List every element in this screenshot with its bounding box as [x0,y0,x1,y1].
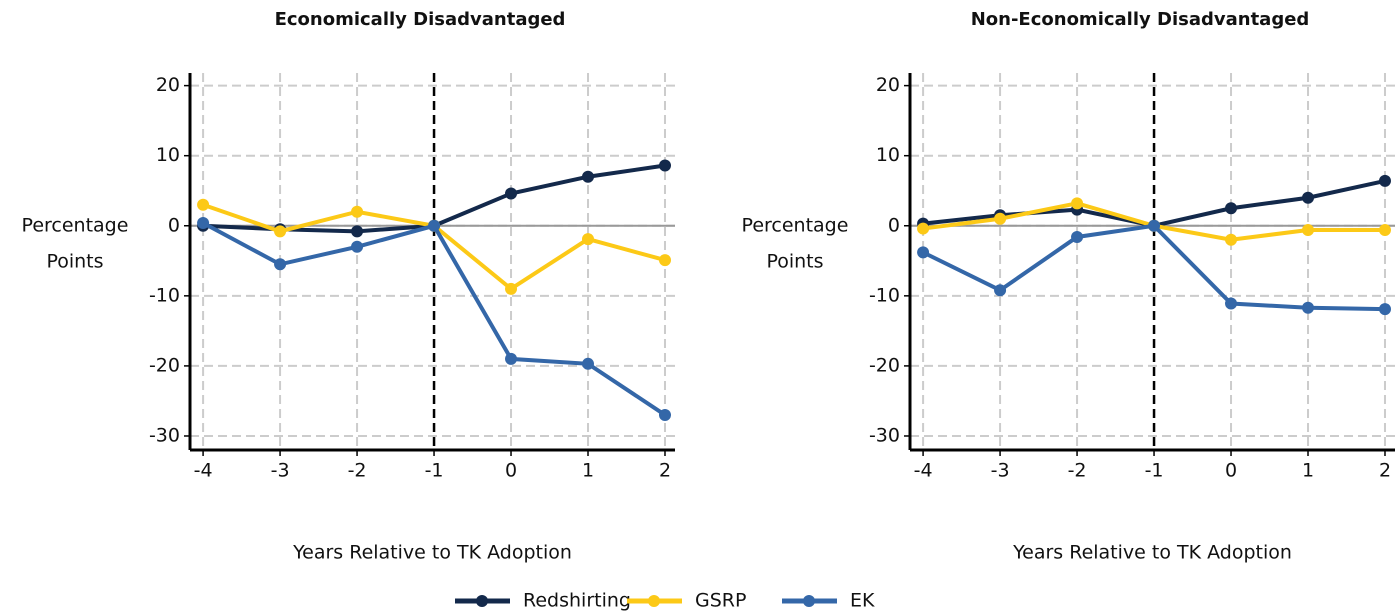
y-tick-label: -20 [869,354,900,376]
x-tick-label: -2 [1068,460,1087,482]
y-tick-label: -20 [149,354,180,376]
data-point [1148,219,1161,232]
x-tick-label: -3 [991,460,1010,482]
data-point [1225,297,1238,310]
y-axis-label: Points [46,251,103,273]
chart-title: Economically Disadvantaged [275,9,566,30]
data-point [582,233,595,246]
x-tick-label: -4 [194,460,213,482]
y-tick-label: 10 [876,144,900,166]
x-axis-label: Years Relative to TK Adoption [292,542,572,564]
x-tick-label: 1 [1302,460,1314,482]
data-point [1071,230,1084,243]
data-point [1378,174,1391,187]
data-point [1302,301,1315,314]
x-tick-label: 0 [505,460,517,482]
data-point [917,222,930,235]
data-point [1225,202,1238,215]
x-tick-label: -2 [348,460,367,482]
y-tick-label: -10 [149,284,180,306]
data-point [658,159,671,172]
data-point [274,258,287,271]
legend-label: EK [850,590,875,612]
data-point [658,254,671,267]
data-point [1378,303,1391,316]
x-tick-label: -4 [914,460,933,482]
y-axis-label: Percentage [742,215,849,237]
data-point [1378,223,1391,236]
legend-swatch-dot [648,595,660,607]
data-point [428,219,441,232]
y-tick-label: 20 [156,74,180,96]
x-tick-label: 0 [1225,460,1237,482]
y-tick-label: 0 [888,214,900,236]
data-point [1302,191,1315,204]
data-point [351,205,364,218]
data-point [197,216,210,229]
legend-label: GSRP [695,590,746,612]
y-axis-label: Percentage [22,215,129,237]
data-point [351,225,364,238]
data-point [582,170,595,183]
y-tick-label: 10 [156,144,180,166]
x-tick-label: 1 [582,460,594,482]
x-tick-label: 2 [659,460,671,482]
data-point [582,357,595,370]
data-point [658,408,671,421]
y-tick-label: 20 [876,74,900,96]
y-tick-label: -30 [869,424,900,446]
data-point [197,198,210,211]
data-point [274,225,287,238]
data-point [994,212,1007,225]
x-tick-label: -3 [271,460,290,482]
legend-label: Redshirting [523,590,631,612]
legend-swatch-dot [803,595,815,607]
data-point [1225,233,1238,246]
data-point [505,187,518,200]
data-point [1302,223,1315,236]
data-point [505,352,518,365]
data-point [994,284,1007,297]
legend-swatch-dot [476,595,488,607]
y-axis-label: Points [766,251,823,273]
y-tick-label: -30 [149,424,180,446]
x-tick-label: -1 [425,460,444,482]
data-point [1071,197,1084,210]
data-point [351,240,364,253]
data-point [917,246,930,259]
x-tick-label: -1 [1145,460,1164,482]
x-tick-label: 2 [1379,460,1391,482]
chart-title: Non-Economically Disadvantaged [971,9,1310,30]
y-tick-label: 0 [168,214,180,236]
y-tick-label: -10 [869,284,900,306]
x-axis-label: Years Relative to TK Adoption [1012,542,1292,564]
data-point [505,282,518,295]
